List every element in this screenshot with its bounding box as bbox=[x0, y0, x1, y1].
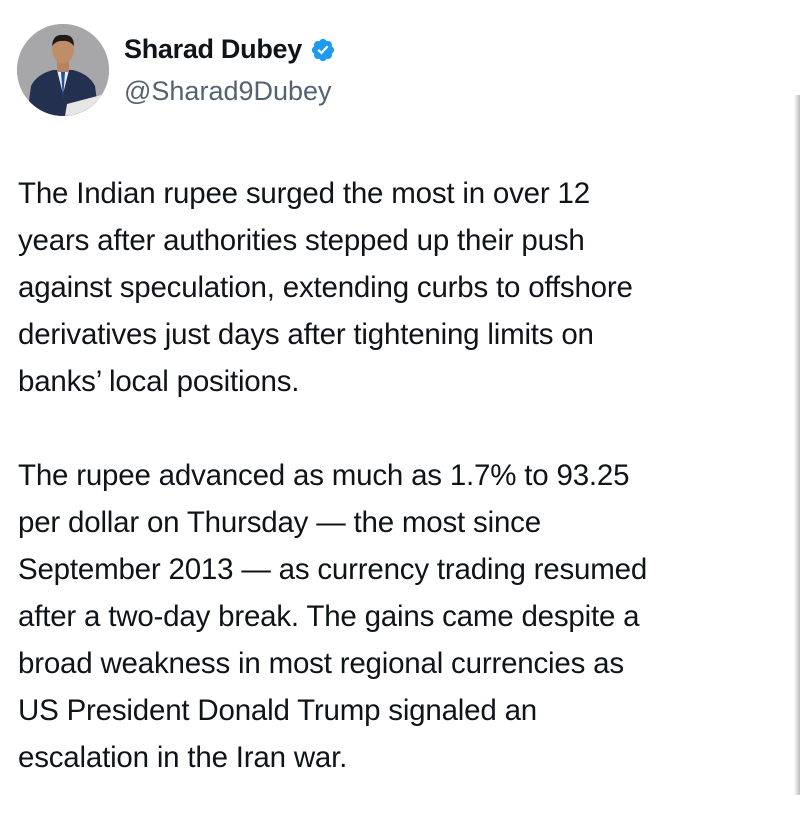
author-name[interactable]: Sharad Dubey bbox=[124, 34, 302, 64]
text-line: per dollar on Thursday — the most since bbox=[18, 506, 541, 539]
text-line: The rupee advanced as much as 1.7% to 93… bbox=[18, 459, 630, 492]
tweet-paragraph: The rupee advanced as much as 1.7% to 93… bbox=[18, 452, 647, 781]
tweet-paragraph: The Indian rupee surged the most in over… bbox=[18, 170, 647, 405]
scroll-edge bbox=[794, 95, 800, 795]
text-line: broad weakness in most regional currenci… bbox=[18, 647, 624, 680]
text-line: after a two-day break. The gains came de… bbox=[18, 600, 640, 633]
text-line: against speculation, extending curbs to … bbox=[18, 271, 633, 304]
text-line: US President Donald Trump signaled an bbox=[18, 694, 537, 727]
tweet-text: The Indian rupee surged the most in over… bbox=[18, 170, 647, 828]
avatar[interactable] bbox=[17, 24, 109, 116]
verified-badge-icon bbox=[311, 38, 335, 61]
text-line: years after authorities stepped up their… bbox=[18, 224, 585, 257]
profile-photo-icon bbox=[17, 24, 109, 116]
text-line: derivatives just days after tightening l… bbox=[18, 318, 594, 351]
author-handle[interactable]: @Sharad9Dubey bbox=[124, 76, 332, 106]
text-line: escalation in the Iran war. bbox=[18, 741, 348, 774]
text-line: banks’ local positions. bbox=[18, 365, 300, 398]
text-line: The Indian rupee surged the most in over… bbox=[18, 177, 590, 210]
text-line: September 2013 — as currency trading res… bbox=[18, 553, 648, 586]
